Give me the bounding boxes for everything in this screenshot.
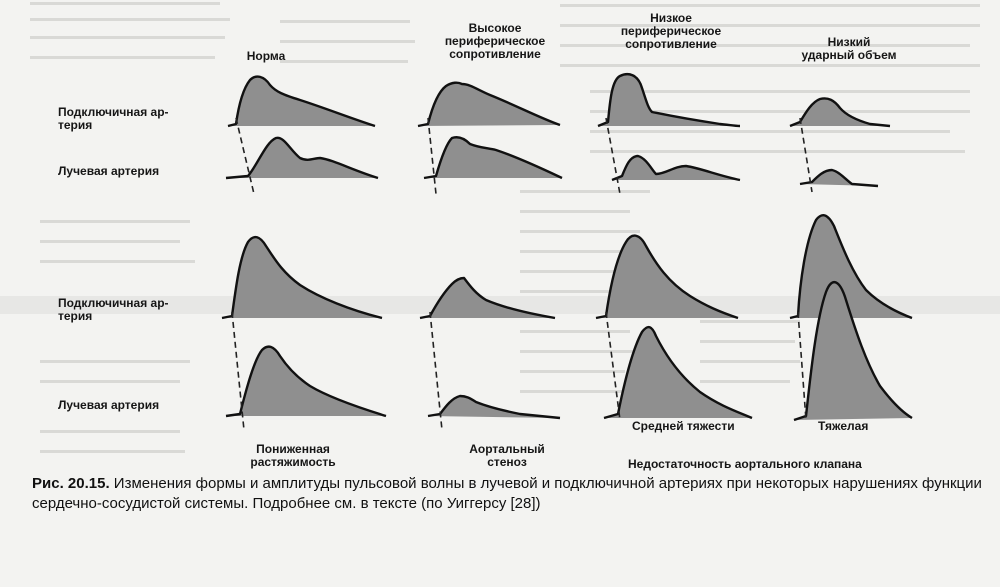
label-aortic-insufficiency: Недостаточность аортального клапана xyxy=(628,457,862,471)
row-label-subclavian-1: Подключичная ар- терия xyxy=(58,105,169,132)
label-moderate: Средней тяжести xyxy=(632,419,735,433)
dashed-line-high-resistance xyxy=(427,117,437,195)
dashed-line-norm xyxy=(235,117,255,195)
wave-low-resistance-radial xyxy=(611,154,741,182)
wave-norm-radial xyxy=(225,136,379,180)
row-label-radial-2: Лучевая артерия xyxy=(58,398,160,412)
dashed-onset-lines xyxy=(231,117,813,431)
row-label-subclavian-2: Подключичная ар- терия xyxy=(58,296,169,323)
label-severe: Тяжелая xyxy=(818,419,869,433)
wave-distensibility-radial xyxy=(225,345,387,418)
dashed-line-distensibility xyxy=(231,311,245,431)
dashed-line-low-stroke xyxy=(799,117,813,193)
column-title-low-stroke-volume: Низкий ударный объем xyxy=(801,35,897,62)
dashed-line-severe xyxy=(797,311,807,421)
wave-stenosis-radial xyxy=(427,394,561,420)
figure-caption: Рис. 20.15. Изменения формы и амплитуды … xyxy=(32,474,987,514)
wave-stenosis-subclavian xyxy=(419,276,556,320)
wave-moderate-radial xyxy=(603,325,753,420)
wave-low-stroke-radial xyxy=(799,168,879,188)
wave-severe-radial xyxy=(793,281,913,422)
wave-moderate-subclavian xyxy=(595,234,739,320)
wave-norm-subclavian xyxy=(227,75,376,128)
figure-caption-text: Изменения формы и амплитуды пульсовой во… xyxy=(32,475,982,512)
wave-high-resistance-subclavian xyxy=(417,81,561,128)
wave-severe-subclavian xyxy=(789,214,913,320)
label-aortic-stenosis: Аортальный стеноз xyxy=(469,442,545,469)
wave-high-resistance-radial xyxy=(423,136,563,180)
waveform-group xyxy=(221,73,913,422)
figure-number: Рис. 20.15. xyxy=(32,475,110,492)
wave-distensibility-subclavian xyxy=(221,235,383,320)
column-title-low-resistance: Низкое периферическое сопротивление xyxy=(620,11,722,51)
dashed-line-stenosis xyxy=(429,311,443,431)
wave-low-resistance-subclavian xyxy=(597,73,741,128)
column-title-high-resistance: Высокое периферическое сопротивление xyxy=(444,21,546,61)
dashed-line-low-resistance xyxy=(605,117,621,195)
label-reduced-distensibility: Пониженная растяжимость xyxy=(250,442,336,469)
dashed-line-moderate xyxy=(605,311,621,421)
column-title-norm: Норма xyxy=(246,49,286,63)
wave-low-stroke-subclavian xyxy=(789,97,891,128)
row-label-radial-1: Лучевая артерия xyxy=(58,164,160,178)
